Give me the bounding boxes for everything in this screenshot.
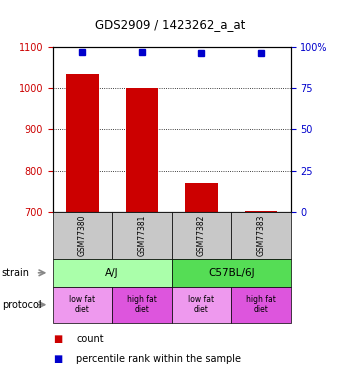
Text: protocol: protocol [2, 300, 41, 310]
Bar [66, 74, 99, 212]
Text: strain: strain [2, 268, 30, 278]
Bar [185, 183, 218, 212]
Text: A/J: A/J [105, 268, 119, 278]
Text: ■: ■ [53, 354, 62, 364]
Text: C57BL/6J: C57BL/6J [208, 268, 255, 278]
Text: GSM77380: GSM77380 [78, 214, 87, 256]
Text: low fat
diet: low fat diet [69, 295, 96, 314]
Text: count: count [76, 334, 104, 344]
Text: low fat
diet: low fat diet [188, 295, 215, 314]
Text: GDS2909 / 1423262_a_at: GDS2909 / 1423262_a_at [95, 18, 245, 31]
Text: GSM77382: GSM77382 [197, 214, 206, 256]
Bar [125, 88, 158, 212]
Text: ■: ■ [53, 334, 62, 344]
Text: high fat
diet: high fat diet [246, 295, 276, 314]
Text: high fat
diet: high fat diet [127, 295, 157, 314]
Bar [244, 211, 277, 212]
Text: percentile rank within the sample: percentile rank within the sample [76, 354, 241, 364]
Text: GSM77381: GSM77381 [137, 214, 147, 256]
Text: GSM77383: GSM77383 [256, 214, 266, 256]
